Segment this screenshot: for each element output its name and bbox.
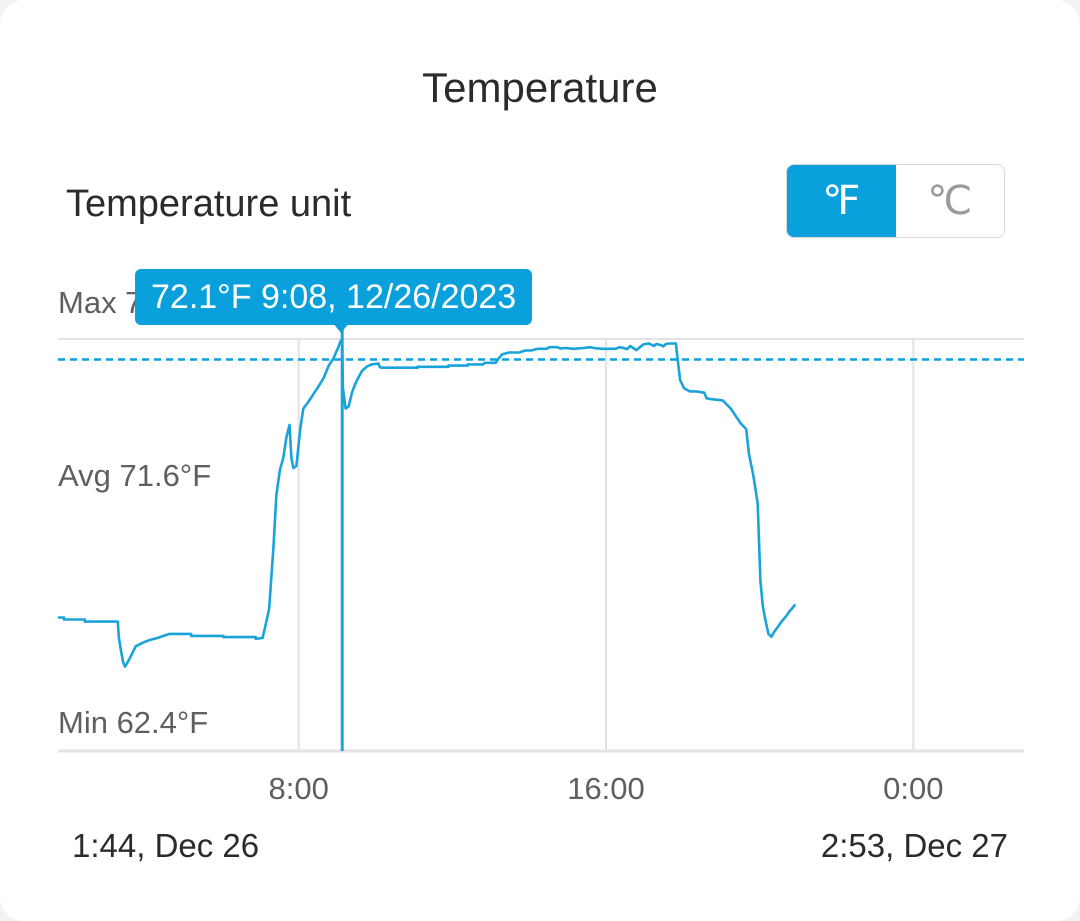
grid-lines — [58, 338, 1024, 753]
celsius-option[interactable]: ℃ — [895, 165, 1004, 237]
avg-label: Avg 71.6°F — [58, 458, 211, 493]
temperature-unit-label: Temperature unit — [66, 183, 352, 225]
x-tick-label: 16:00 — [567, 771, 645, 806]
tooltip-pointer — [333, 323, 349, 333]
range-start-label: 1:44, Dec 26 — [72, 827, 259, 864]
range-end-label: 2:53, Dec 27 — [821, 827, 1008, 864]
min-label: Min 62.4°F — [58, 705, 208, 740]
x-tick-label: 8:00 — [269, 771, 329, 806]
data-tooltip: 72.1°F 9:08, 12/26/2023 — [135, 269, 533, 325]
temperature-series-line[interactable] — [57, 337, 797, 668]
fahrenheit-option[interactable]: ℉ — [787, 165, 896, 237]
page-title: Temperature — [422, 64, 658, 111]
temperature-unit-toggle[interactable]: ℉ ℃ — [786, 164, 1005, 238]
x-tick-label: 0:00 — [883, 771, 943, 806]
